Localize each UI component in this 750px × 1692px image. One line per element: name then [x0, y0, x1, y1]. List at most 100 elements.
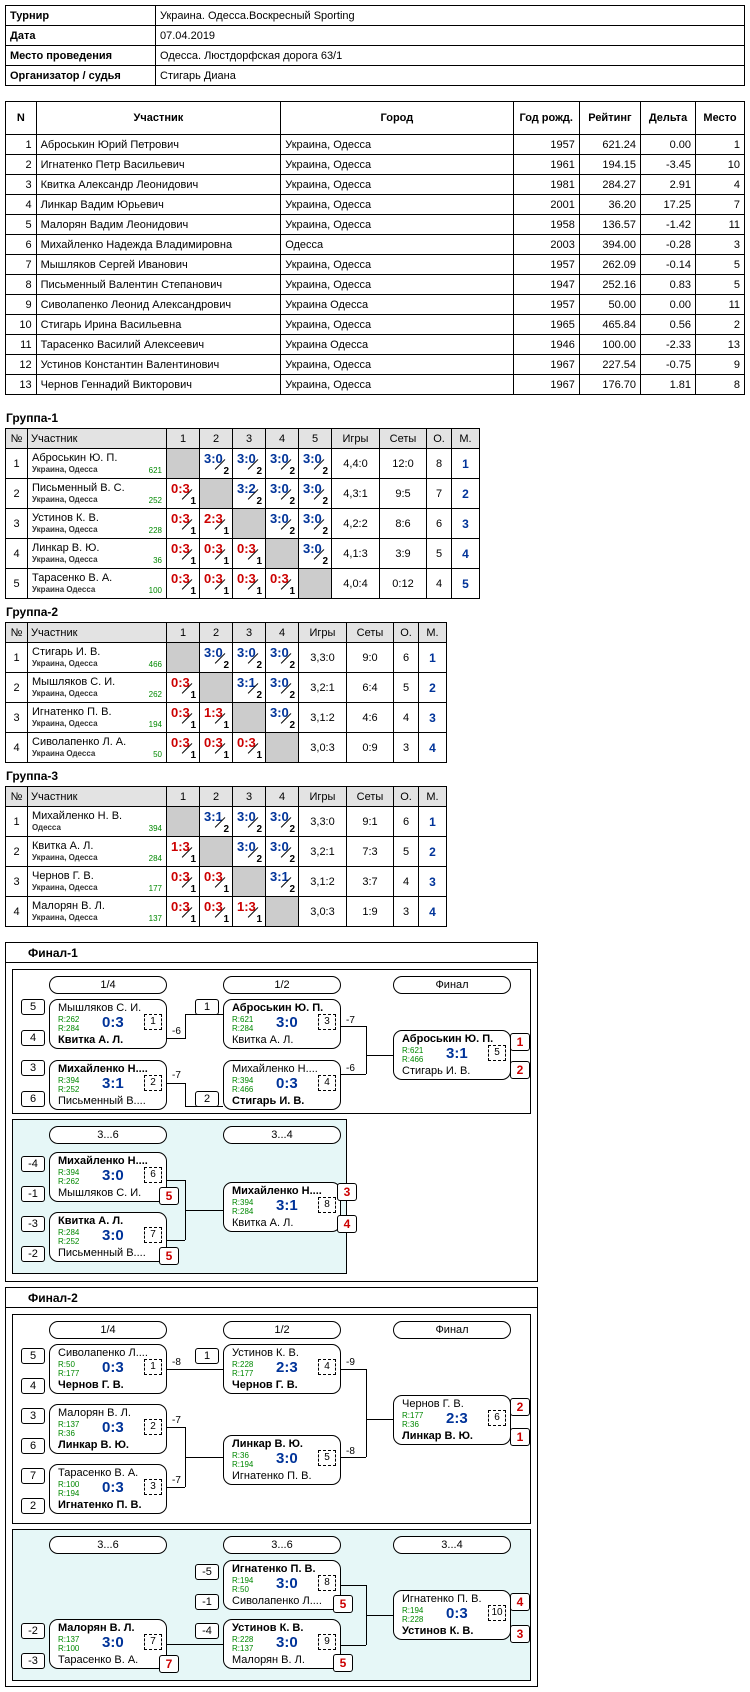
header-col: 4: [265, 622, 299, 643]
table-cell: -2.33: [639, 334, 697, 355]
place-badge: 1: [510, 1428, 530, 1446]
match-number: 7: [144, 1227, 162, 1243]
sets-cell: 3:9: [379, 538, 427, 569]
diagonal-cell: [199, 478, 233, 509]
match-player-2: Сиволапенко Л....: [232, 1595, 322, 1607]
match-score: 0:3: [270, 571, 289, 586]
table-cell: 1946: [512, 334, 580, 355]
row-no: 4: [5, 538, 28, 569]
match-points: 2: [289, 526, 295, 537]
match-box[interactable]: Малорян В. Л. R:137 R:100 Тарасенко В. А. 3:…: [49, 1619, 167, 1669]
seed-number: 4: [21, 1378, 45, 1394]
player-rating: 100: [148, 586, 162, 595]
group-row: 5 Тарасенко В. А. Украина Одесса 100 0:3 1 0:3…: [5, 568, 480, 599]
match-points: 2: [289, 660, 295, 671]
points-cell: 6: [426, 508, 452, 539]
table-row: 5 Малорян Вадим Леонидович Украина, Одесса…: [5, 214, 745, 235]
player-city: Украина Одесса: [32, 748, 96, 758]
match-box[interactable]: Малорян В. Л. R:137 R:36 Линкар В. Ю. 0:3 2: [49, 1404, 167, 1454]
match-box[interactable]: Аброськин Ю. П. R:621 R:466 Стигарь И. В. 3:…: [393, 1030, 511, 1080]
games-cell: 4,1:3: [331, 538, 380, 569]
place-cell: 3: [418, 866, 447, 897]
player-rating: 50: [153, 750, 162, 759]
match-box[interactable]: Линкар В. Ю. R:36 R:194 Игнатенко П. В. 3:0 5: [223, 1435, 341, 1485]
match-box[interactable]: Устинов К. В. R:228 R:137 Малорян В. Л. 3:0 9: [223, 1619, 341, 1669]
info-value: Украина. Одесса.Воскресный Sporting: [155, 5, 745, 26]
connector-line: [185, 1083, 186, 1107]
sets-cell: 0:9: [346, 732, 394, 763]
score-cell: 0:3 1: [265, 568, 299, 599]
match-box[interactable]: Михайленко Н.... R:394 R:262 Мышляков С. И.…: [49, 1152, 167, 1202]
match-box[interactable]: Тарасенко В. А. R:100 R:194 Игнатенко П. В.…: [49, 1464, 167, 1514]
table-cell: 252.16: [578, 274, 642, 295]
connector-line: [167, 1369, 223, 1370]
match-box[interactable]: Аброськин Ю. П. R:621 R:284 Квитка А. Л. 3:0…: [223, 999, 341, 1049]
row-no: 3: [5, 702, 28, 733]
player-cell: Стигарь И. В. Украина, Одесса 466: [27, 642, 167, 673]
match-box[interactable]: Игнатенко П. В. R:194 R:228 Устинов К. В. 0:…: [393, 1590, 511, 1640]
match-score: 0:3: [171, 481, 190, 496]
match-score: 0:3: [171, 735, 190, 750]
match-player-1: Устинов К. В.: [232, 1622, 304, 1634]
connector-line: [167, 1644, 223, 1645]
rating-2: R:252: [58, 1237, 80, 1246]
games-cell: 3,2:1: [298, 836, 347, 867]
table-cell: 5: [5, 214, 37, 235]
player-city: Одесса: [32, 822, 61, 832]
row-no: 2: [5, 672, 28, 703]
sets-cell: 4:6: [346, 702, 394, 733]
table-cell: 12: [5, 354, 37, 375]
seed-number: -1: [195, 1594, 219, 1610]
diagonal-cell: [232, 508, 266, 539]
match-player-2: Мышляков С. И.: [58, 1187, 142, 1199]
score-cell: 0:3 1: [232, 538, 266, 569]
player-rating: 177: [148, 884, 162, 893]
match-score: 0:3: [171, 705, 190, 720]
match-box[interactable]: Мышляков С. И. R:262 R:284 Квитка А. Л. 0:3 1: [49, 999, 167, 1049]
player-cell: Линкар В. Ю. Украина, Одесса 36: [27, 538, 167, 569]
table-cell: -0.28: [639, 234, 697, 255]
player-city: Украина, Одесса: [32, 852, 98, 862]
sets-cell: 9:1: [346, 806, 394, 837]
score-cell: 3:0 2: [298, 448, 332, 479]
table-cell: 5: [695, 254, 745, 275]
place-badge: 2: [510, 1061, 530, 1079]
match-box[interactable]: Михайленко Н.... R:394 R:284 Квитка А. Л. 3:…: [223, 1182, 341, 1232]
seed-number: -4: [21, 1156, 45, 1172]
header-sets: Сеты: [346, 622, 394, 643]
match-box[interactable]: Квитка А. Л. R:284 R:252 Письменный В.... 3:…: [49, 1212, 167, 1262]
bracket-section: 3...6 3...4 -4 -1 Михайленко Н.... R:394 R:262…: [12, 1119, 357, 1274]
match-points: 1: [190, 496, 196, 507]
match-score: 3:0: [276, 1634, 298, 1651]
connector-line: [341, 1645, 366, 1646]
place-badge: 5: [159, 1187, 179, 1205]
match-box[interactable]: Михайленко Н.... R:394 R:252 Письменный В..…: [49, 1060, 167, 1110]
header-place: М.: [451, 428, 480, 449]
match-score: 2:3: [446, 1410, 468, 1427]
table-row: 2 Игнатенко Петр Васильевич Украина, Одесс…: [5, 154, 745, 175]
match-box[interactable]: Чернов Г. В. R:177 R:36 Линкар В. Ю. 2:3 6: [393, 1395, 511, 1445]
player-name: Сиволапенко Л. А.: [32, 735, 127, 748]
table-cell: 136.57: [578, 214, 642, 235]
match-player-1: Мышляков С. И.: [58, 1002, 142, 1014]
place-badge: 7: [159, 1655, 179, 1673]
place-badge: 3: [510, 1625, 530, 1643]
match-box[interactable]: Устинов К. В. R:228 R:177 Чернов Г. В. 2:3 4: [223, 1344, 341, 1394]
table-cell: 11: [695, 214, 745, 235]
table-cell: 2: [5, 154, 37, 175]
table-cell: Украина, Одесса: [280, 154, 514, 175]
match-box[interactable]: Игнатенко П. В. R:194 R:50 Сиволапенко Л...…: [223, 1560, 341, 1610]
loser-label: -9: [346, 1357, 355, 1368]
table-row: 11 Тарасенко Василий Алексеевич Украина Од…: [5, 334, 745, 355]
header-games: Игры: [298, 622, 347, 643]
match-box[interactable]: Михайленко Н.... R:394 R:466 Стигарь И. В. 0…: [223, 1060, 341, 1110]
match-score: 1:3: [204, 705, 223, 720]
player-name: Письменный В. С.: [32, 481, 125, 494]
player-city: Украина, Одесса: [32, 554, 98, 564]
connector-line: [185, 1106, 223, 1107]
points-cell: 3: [393, 732, 419, 763]
info-value: Стигарь Диана: [155, 65, 745, 86]
match-box[interactable]: Сиволапенко Л.... R:50 R:177 Чернов Г. В. 0:…: [49, 1344, 167, 1394]
match-player-1: Игнатенко П. В.: [402, 1593, 482, 1605]
rating-2: R:284: [58, 1024, 80, 1033]
